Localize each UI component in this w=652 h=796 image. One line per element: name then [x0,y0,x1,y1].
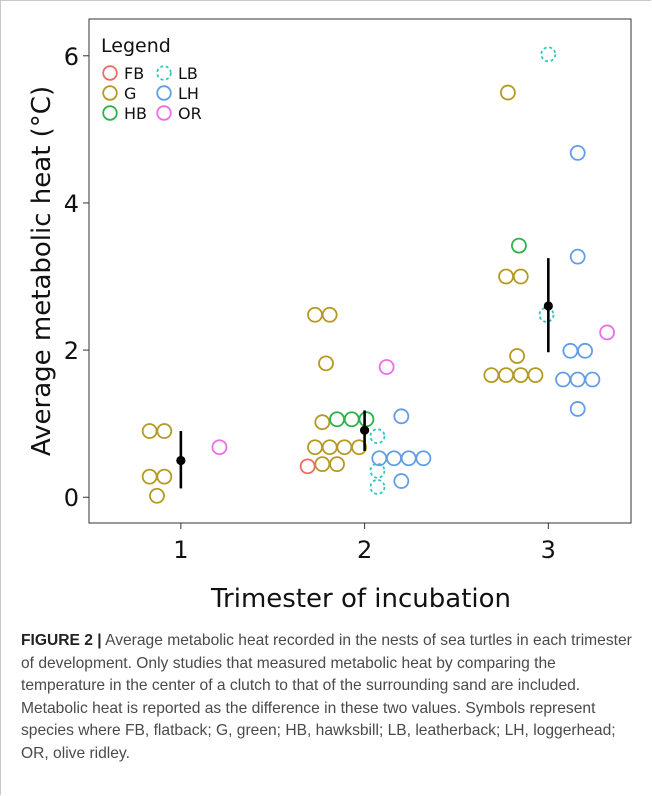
plot-border [88,18,632,524]
x-tick-label: 2 [357,536,372,564]
point-g [156,468,173,485]
point-lh [577,342,593,359]
point-lh [415,450,432,467]
point-lh [393,473,410,489]
mean-marker [359,425,370,435]
point-lh [386,450,402,467]
point-g [321,439,338,456]
point-lb [369,479,386,495]
point-g [156,423,173,439]
legend-label-lh: LH [178,84,199,103]
legend-key-lb [156,65,172,81]
y-tick-label: 2 [64,337,79,365]
point-g [318,355,334,372]
point-g [307,306,323,323]
point-lh [555,371,571,388]
point-g [512,367,529,384]
point-lb [369,462,386,479]
point-or [378,359,395,375]
y-axis: 0 2 4 6 [64,43,89,512]
legend-title: Legend [101,35,171,57]
legend-label-g: G [124,84,136,103]
y-tick-label: 6 [64,43,79,71]
point-g [483,367,500,384]
chart: 0 2 4 6 1 2 3 Average metabolic heat (°C) Tri… [27,18,632,614]
legend-key-g [102,85,118,101]
point-g [527,367,544,384]
point-g [141,468,158,485]
point-g [141,423,158,439]
point-hb [343,411,360,428]
y-axis-label: Average metabolic heat (°C) [27,86,57,456]
y-tick-label: 4 [64,190,79,218]
point-g [321,306,338,323]
legend-key-lh [156,85,172,101]
data-points [141,46,616,504]
point-g [149,487,165,504]
caption-label: FIGURE 2 | [21,632,102,649]
legend-key-hb [102,105,118,121]
legend-label-fb: FB [124,64,144,83]
point-or [211,439,228,456]
point-lh [569,371,586,388]
point-lh [569,248,586,265]
figure-caption: FIGURE 2 | Average metabolic heat record… [21,630,633,765]
point-g [314,456,331,473]
point-lh [584,371,601,388]
point-lh [562,342,579,359]
point-g [509,348,525,364]
legend: Legend FB LB G LH HB OR [101,35,202,123]
point-g [307,439,323,456]
point-g [336,439,353,456]
point-hb [511,237,527,254]
point-lh [569,401,586,417]
legend-label-hb: HB [124,104,147,123]
legend-label-lb: LB [178,64,198,83]
point-or [599,324,616,341]
x-axis: 1 2 3 [173,523,556,564]
caption-text: Average metabolic heat recorded in the n… [21,632,632,762]
legend-key-or [156,105,172,121]
point-lb [369,428,386,445]
point-lb [540,46,557,63]
point-fb [299,458,316,475]
x-tick-label: 1 [173,536,188,564]
x-tick-label: 3 [541,536,556,564]
mean-marker [176,455,186,466]
mean-marker [543,301,553,311]
point-g [351,439,367,456]
point-lh [569,145,586,161]
point-lh [393,408,410,425]
x-axis-label: Trimester of incubation [210,584,511,614]
point-g [498,367,514,384]
point-g [329,456,345,473]
point-lh [400,450,417,467]
point-g [314,414,331,431]
point-hb [358,411,375,428]
point-g [500,84,516,101]
summary-markers [176,258,553,489]
point-lb [538,306,555,323]
point-hb [329,411,345,428]
point-g [498,268,514,285]
y-tick-label: 0 [64,484,79,512]
legend-key-fb [102,65,118,81]
legend-label-or: OR [178,104,202,123]
point-g [512,268,529,285]
